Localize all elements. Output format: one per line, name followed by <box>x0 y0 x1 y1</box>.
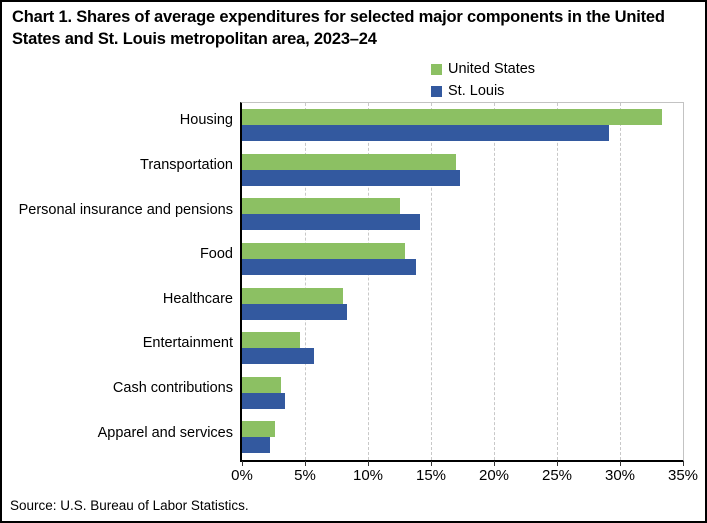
plot-area <box>240 102 684 462</box>
x-tick-label: 30% <box>604 467 636 484</box>
bar-st-louis-housing <box>242 125 609 141</box>
axis-tick <box>620 461 621 466</box>
category-label-apparel-and-services: Apparel and services <box>97 424 233 441</box>
legend-item-st-louis: St. Louis <box>431 80 535 102</box>
x-tick-label: 20% <box>478 467 510 484</box>
bar-group-apparel-and-services <box>242 415 683 460</box>
category-label-personal-insurance-and-pensions: Personal insurance and pensions <box>18 201 233 218</box>
bar-united-states-apparel-and-services <box>242 421 275 438</box>
bar-st-louis-transportation <box>242 169 460 186</box>
bar-united-states-healthcare <box>242 287 343 304</box>
axis-tick <box>368 461 369 466</box>
bar-united-states-transportation <box>242 153 457 170</box>
axis-tick <box>494 461 495 466</box>
category-labels: Housing Transportation Personal insurance … <box>2 102 233 459</box>
bar-united-states-housing <box>242 109 662 125</box>
x-tick-label: 10% <box>352 467 384 484</box>
x-tick-label: 5% <box>294 467 316 484</box>
gridline <box>368 103 369 460</box>
legend-swatch-icon <box>431 63 442 75</box>
bar-st-louis-food <box>242 258 416 275</box>
axis-tick <box>683 461 684 466</box>
gridline <box>620 103 621 460</box>
legend-item-united-states: United States <box>431 58 535 80</box>
legend-swatch-icon <box>431 85 442 97</box>
bar-united-states-entertainment <box>242 332 300 349</box>
legend: United States St. Louis <box>431 58 535 102</box>
bar-united-states-personal-insurance-and-pensions <box>242 198 400 215</box>
bar-group-personal-insurance-and-pensions <box>242 192 683 237</box>
bar-united-states-food <box>242 242 405 259</box>
category-label-healthcare: Healthcare <box>162 290 233 307</box>
axis-tick <box>305 461 306 466</box>
x-tick-label: 15% <box>415 467 447 484</box>
legend-label: St. Louis <box>448 83 505 99</box>
category-label-cash-contributions: Cash contributions <box>112 380 233 397</box>
category-label-entertainment: Entertainment <box>142 335 233 352</box>
bar-st-louis-healthcare <box>242 303 347 320</box>
gridline <box>305 103 306 460</box>
bar-st-louis-entertainment <box>242 348 314 365</box>
x-axis-labels: 0% 5% 10% 15% 20% 25% 30% 35% <box>231 467 698 487</box>
x-tick-label: 25% <box>541 467 573 484</box>
axis-tick <box>431 461 432 466</box>
x-axis-ticks <box>242 461 684 467</box>
axis-tick <box>242 461 243 466</box>
category-label-housing: Housing <box>179 112 233 129</box>
bar-st-louis-apparel-and-services <box>242 437 270 454</box>
category-label-transportation: Transportation <box>140 156 233 173</box>
axis-tick <box>557 461 558 466</box>
x-tick-label: 35% <box>667 467 699 484</box>
bar-group-housing <box>242 103 683 148</box>
gridline <box>557 103 558 460</box>
legend-label: United States <box>448 61 536 77</box>
bar-united-states-cash-contributions <box>242 376 282 393</box>
x-tick-label: 0% <box>231 467 253 484</box>
source-note: Source: U.S. Bureau of Labor Statistics. <box>10 498 249 513</box>
bar-group-cash-contributions <box>242 371 683 416</box>
gridline <box>431 103 432 460</box>
gridline <box>494 103 495 460</box>
bar-st-louis-cash-contributions <box>242 392 285 409</box>
category-label-food: Food <box>199 246 233 263</box>
bar-group-healthcare <box>242 282 683 327</box>
chart-title: Chart 1. Shares of average expenditures … <box>12 8 665 48</box>
bar-group-entertainment <box>242 326 683 371</box>
bar-group-transportation <box>242 148 683 193</box>
bar-st-louis-personal-insurance-and-pensions <box>242 214 420 231</box>
bar-group-food <box>242 237 683 282</box>
